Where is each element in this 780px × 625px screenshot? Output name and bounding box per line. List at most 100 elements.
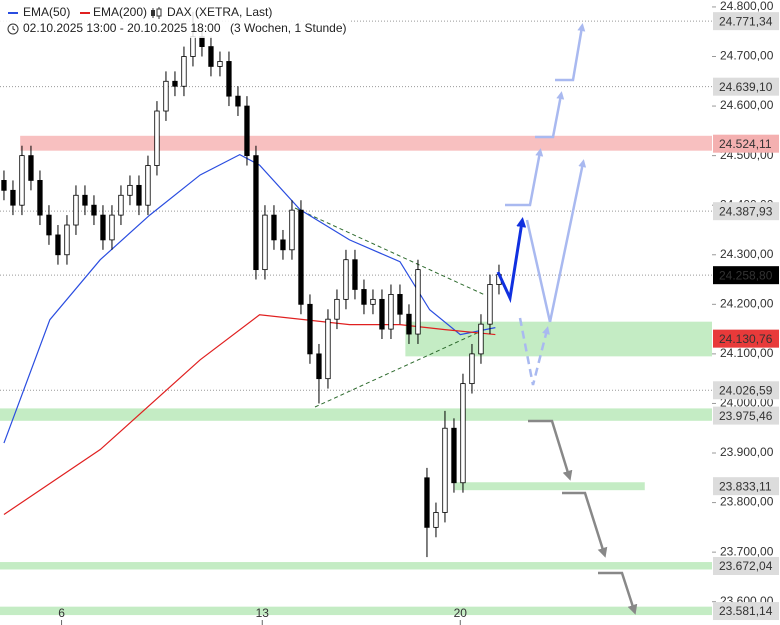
candle-body [316,353,322,380]
candle-body [235,95,241,107]
candle-body [487,284,493,325]
level-label-box [713,329,779,348]
candle-body [271,214,277,241]
candle-body [469,353,475,385]
legend-entry: EMA(50) [23,5,70,19]
arrow [535,91,565,139]
candle-body [379,298,385,330]
trend-line [294,207,486,296]
ema-line [3,153,496,444]
level-label: 24.387,93 [719,204,773,218]
candle-body [190,36,196,57]
y-tick-label: 24.100,00 [720,346,774,360]
candle-body [460,383,466,484]
header-bg [0,2,350,38]
level-band [20,135,713,151]
candle-body [343,259,349,300]
level-label: 24.524,11 [719,137,772,151]
level-label: 23.975,46 [719,409,773,423]
candle-body [262,214,268,271]
candle-body [370,298,376,305]
candle-body [478,323,484,355]
arrow [505,148,544,207]
candle-body [208,46,214,67]
candle-body [136,184,142,206]
axis: 24.800,0024.700,0024.600,0024.500,0024.4… [58,0,779,625]
level-label-box [713,134,779,153]
clock-hand [12,26,16,31]
candle-body [451,427,457,484]
candle-body [19,155,25,206]
period: (3 Wochen, 1 Stunde) [230,21,347,35]
chart-subtitle: 02.10.2025 13:00 - 20.10.2025 18:00 [23,21,221,35]
candle-body [415,269,421,335]
arrow [598,571,638,615]
candle-body [172,80,178,87]
arrow [518,317,550,386]
candle-body [397,294,403,315]
candle-body [154,110,160,166]
y-tick-label: 24.800,00 [720,0,774,13]
candle-body [37,180,43,216]
level-label-box [713,202,779,221]
candle-body [46,214,52,236]
bands [0,20,713,616]
triangle [294,207,486,408]
y-tick-label: 24.600,00 [720,98,774,112]
scenario-arrows [496,23,638,615]
arrow [548,159,587,323]
arrow [555,23,586,82]
candle-body [181,56,187,87]
clock-icon [7,23,19,35]
candle-body [55,234,61,256]
candle-icon [151,7,162,19]
candle-body [307,303,313,355]
candle-body [28,155,34,181]
level-label: 23.672,04 [719,559,773,573]
level-label-box [713,12,779,31]
level-label: 24.771,34 [719,14,773,28]
candle-body [109,214,115,241]
candle-body [244,105,250,157]
level-label-box [713,406,779,425]
candle-body [424,477,430,528]
y-tick-label: 23.900,00 [720,445,774,459]
level-label-box [713,477,779,496]
arrow [528,419,573,481]
level-label: 24.258,80 [719,268,773,282]
chart-title: DAX (XETRA, Last) [167,5,272,19]
candle-body [226,61,232,97]
x-tick-label: 6 [58,606,65,620]
candle-body [82,194,88,206]
level-label-box [713,556,779,575]
candle-body [280,239,286,251]
candle-body [64,224,70,256]
candle-body [361,289,367,305]
level-label: 24.130,76 [719,332,773,346]
level-label-box [713,381,779,400]
level-band [0,562,712,570]
level-label-box [713,77,779,96]
candle-body [217,61,223,67]
arrow [525,219,552,323]
ema-line [3,314,496,515]
level-label: 23.833,11 [719,479,772,493]
y-tick-label: 23.800,00 [720,495,774,509]
candle-body [334,298,340,320]
candle-body [1,180,7,191]
arrow [562,491,608,558]
candle-body [433,512,439,528]
level-label: 24.026,59 [719,383,773,397]
candle-body [10,189,16,206]
candle-body [127,184,133,196]
candle-body [406,313,412,335]
y-tick-label: 24.700,00 [720,49,774,63]
header: EMA(50) EMA(200) DAX (XETRA, Last) 02.10… [0,2,350,38]
level-band [454,482,645,491]
candle-body [163,80,169,112]
candle-body [325,318,331,380]
level-band [0,408,712,421]
candle-body [388,294,394,330]
candle-body [91,204,97,216]
